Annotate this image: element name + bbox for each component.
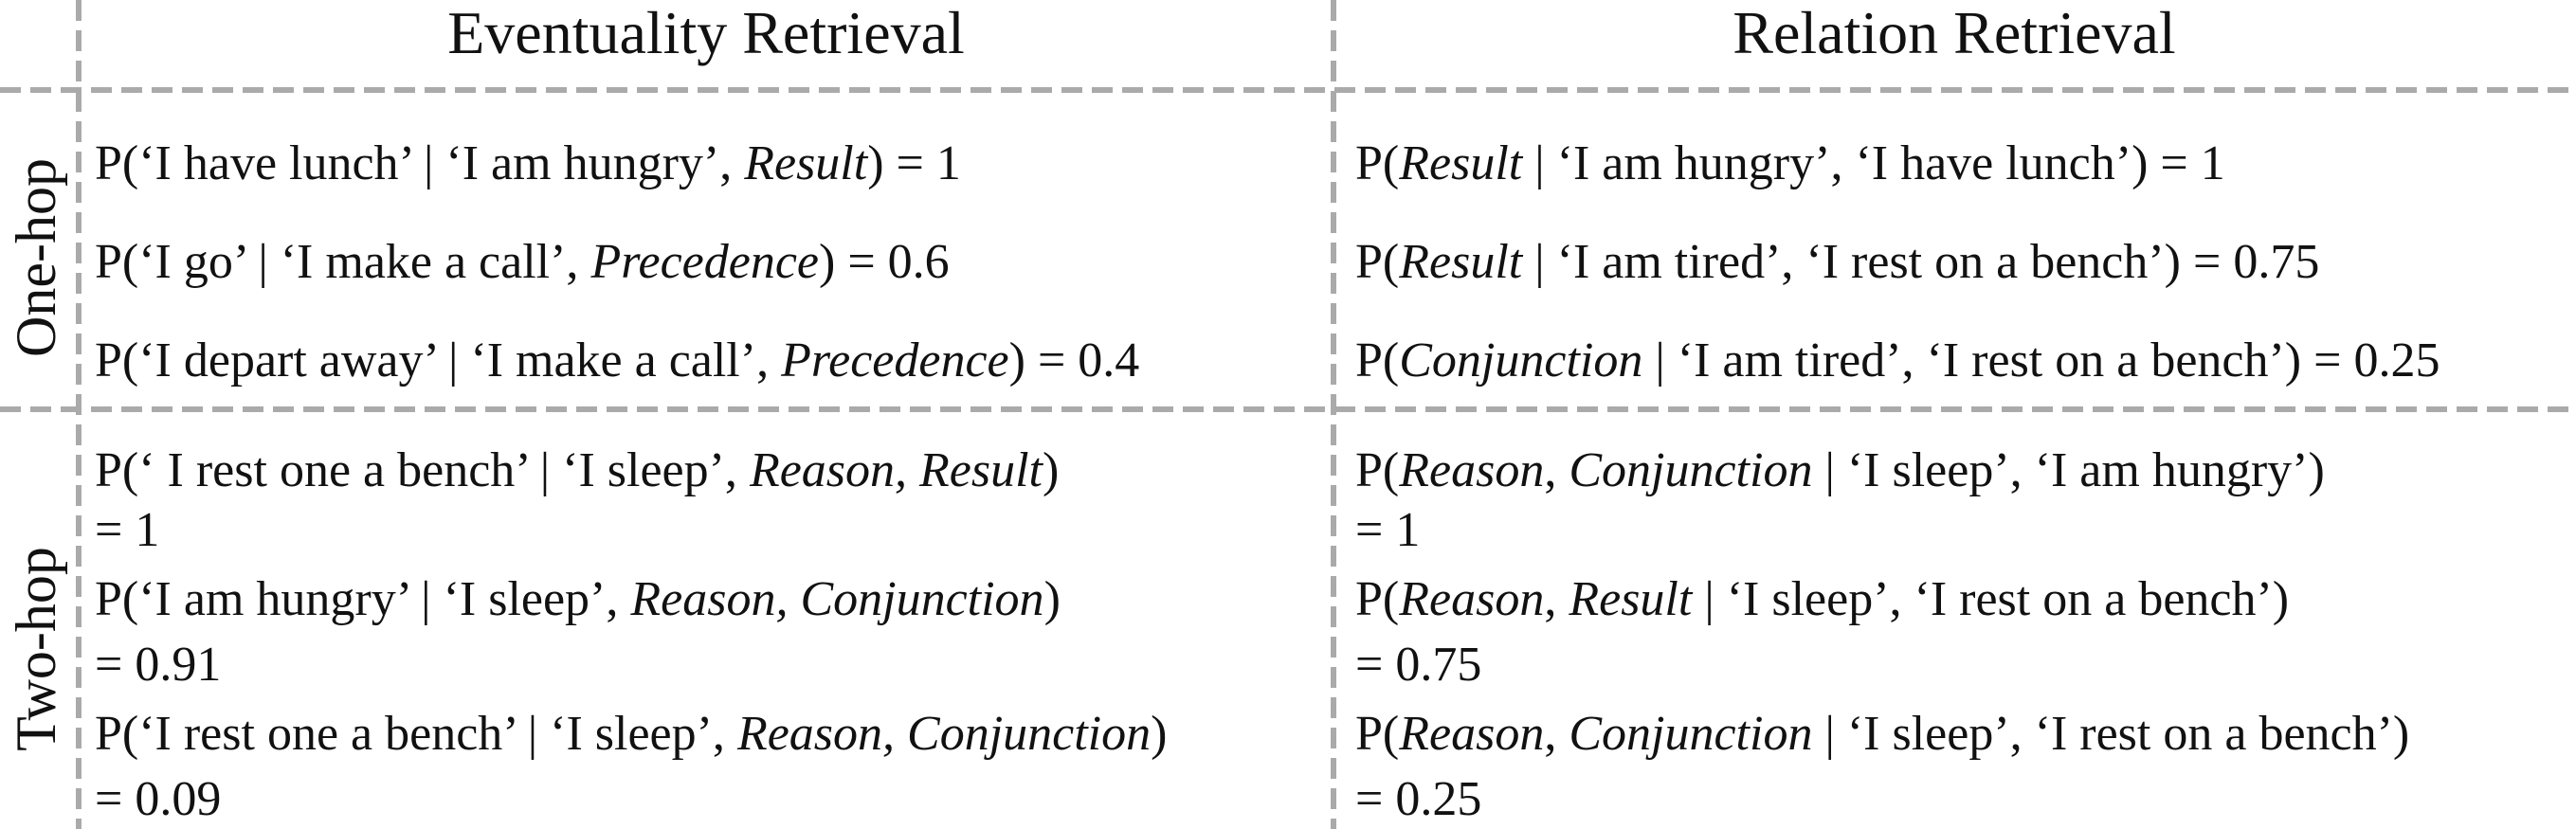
relation-term: Precedence	[781, 333, 1009, 387]
relation-term: Conjunction	[1569, 707, 1813, 761]
formula-line: P(‘I have lunch’ | ‘I am hungry’, Result…	[95, 135, 961, 192]
formula-line: = 0.25	[1355, 771, 1481, 828]
formula-line: = 1	[1355, 502, 1420, 559]
formula-line: P(‘ I rest one a bench’ | ‘I sleep’, Rea…	[95, 442, 1059, 499]
formula-text: ) = 0.4	[1008, 333, 1140, 387]
formula-text: P(	[1355, 443, 1400, 497]
relation-term: Reason, Conjunction	[736, 707, 1152, 761]
formula-line: P(Conjunction | ‘I am tired’, ‘I rest on…	[1355, 333, 2440, 389]
formula-line: P(Result | ‘I am tired’, ‘I rest on a be…	[1355, 234, 2319, 291]
formula-text: P(‘I am hungry’ | ‘I sleep’,	[95, 572, 631, 626]
row-label: One-hop	[5, 158, 67, 357]
formula-line: = 0.91	[95, 637, 221, 694]
formula-text: | ‘I sleep’, ‘I rest on a bench’)	[1812, 707, 2410, 761]
formula-line: P(Reason, Conjunction | ‘I sleep’, ‘I re…	[1355, 706, 2409, 763]
formula-text: = 1	[95, 503, 160, 557]
column-header: Eventuality Retrieval	[447, 0, 965, 66]
formula-text: P(‘I have lunch’ | ‘I am hungry’,	[95, 136, 745, 190]
formula-text: ) = 0.6	[819, 235, 950, 289]
relation-term: Result	[1399, 136, 1523, 190]
formula-line: P(Reason, Conjunction | ‘I sleep’, ‘I am…	[1355, 442, 2325, 499]
formula-text: P(‘I rest one a bench’ | ‘I sleep’,	[95, 707, 737, 761]
formula-text: P(	[1355, 235, 1400, 289]
column-header: Relation Retrieval	[1732, 0, 2176, 66]
formula-line: P(‘I go’ | ‘I make a call’, Precedence) …	[95, 234, 950, 291]
formula-text: | ‘I sleep’, ‘I am hungry’)	[1812, 443, 2325, 497]
formula-text: | ‘I am tired’, ‘I rest on a bench’) = 0…	[1522, 235, 2320, 289]
formula-text: ,	[1544, 707, 1569, 761]
formula-text: = 0.25	[1355, 772, 1482, 826]
formula-text: P(‘I depart away’ | ‘I make a call’,	[95, 333, 782, 387]
relation-term: Conjunction	[1399, 333, 1643, 387]
relation-term: Result	[744, 136, 868, 190]
formula-text: P(	[1355, 333, 1400, 387]
formula-text: = 0.75	[1355, 638, 1482, 692]
formula-text: ,	[1544, 572, 1569, 626]
formula-line: = 0.75	[1355, 637, 1481, 694]
formula-text: | ‘I am hungry’, ‘I have lunch’) = 1	[1522, 136, 2225, 190]
relation-term: Reason	[1399, 443, 1545, 497]
formula-line: = 0.09	[95, 771, 221, 828]
relation-term: Reason, Result	[749, 443, 1043, 497]
relation-term: Reason	[1399, 707, 1545, 761]
relation-term: Result	[1569, 572, 1693, 626]
relation-term: Result	[1399, 235, 1523, 289]
relation-term: Reason	[1399, 572, 1545, 626]
formula-text: = 1	[1355, 503, 1421, 557]
formula-line: P(‘I rest one a bench’ | ‘I sleep’, Reas…	[95, 706, 1167, 763]
formula-line: P(Result | ‘I am hungry’, ‘I have lunch’…	[1355, 135, 2225, 192]
formula-text: P(	[1355, 707, 1400, 761]
row-label: Two-hop	[5, 547, 67, 751]
formula-line: P(Reason, Result | ‘I sleep’, ‘I rest on…	[1355, 571, 2289, 628]
formula-text: )	[1043, 572, 1061, 626]
formula-text: | ‘I am tired’, ‘I rest on a bench’) = 0…	[1642, 333, 2440, 387]
relation-term: Precedence	[590, 235, 819, 289]
relation-term: Reason, Conjunction	[630, 572, 1044, 626]
formula-text: ,	[1544, 443, 1569, 497]
formula-text: P(	[1355, 572, 1400, 626]
formula-line: P(‘I am hungry’ | ‘I sleep’, Reason, Con…	[95, 571, 1061, 628]
formula-line: = 1	[95, 502, 159, 559]
relation-term: Conjunction	[1569, 443, 1813, 497]
formula-text: P(‘I go’ | ‘I make a call’,	[95, 235, 591, 289]
formula-text: ) = 1	[867, 136, 961, 190]
formula-text: | ‘I sleep’, ‘I rest on a bench’)	[1692, 572, 2290, 626]
formula-text: )	[1043, 443, 1060, 497]
formula-text: P(	[1355, 136, 1400, 190]
formula-text: = 0.09	[95, 772, 222, 826]
formula-text: P(‘ I rest one a bench’ | ‘I sleep’,	[95, 443, 750, 497]
formula-text: = 0.91	[95, 638, 222, 692]
formula-text: )	[1151, 707, 1168, 761]
formula-line: P(‘I depart away’ | ‘I make a call’, Pre…	[95, 333, 1139, 389]
